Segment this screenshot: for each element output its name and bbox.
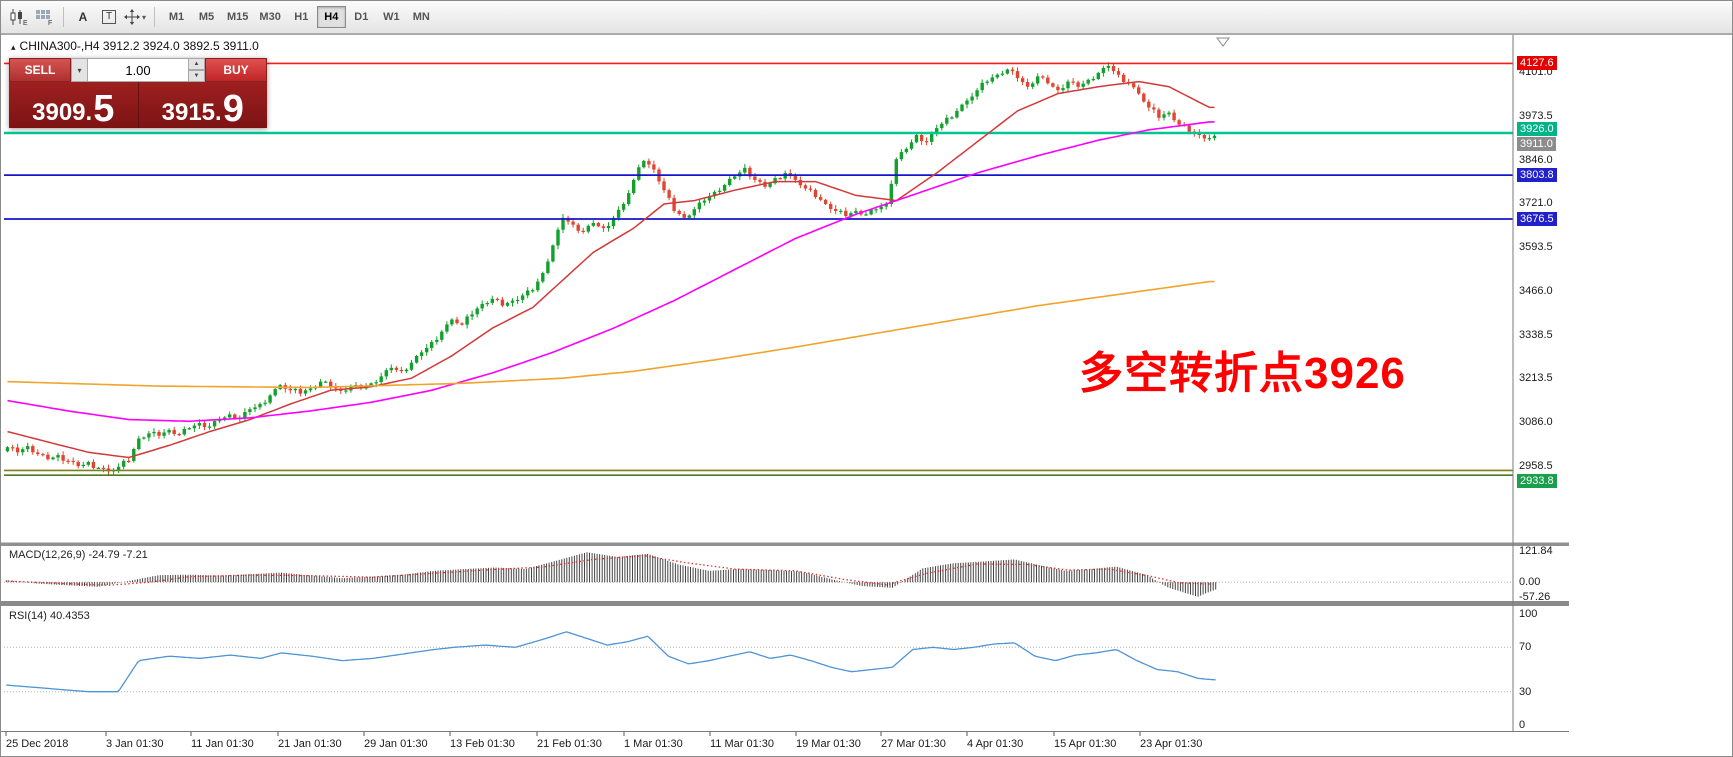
timeframe-button-group: M1 M5 M15 M30 H1 H4 D1 W1 MN [162, 6, 436, 28]
price-badge-2933.8: 2933.8 [1517, 474, 1557, 489]
toolbar-separator [154, 7, 156, 27]
timeframe-button-m1[interactable]: M1 [162, 6, 191, 28]
price-badge-3803.8: 3803.8 [1517, 168, 1557, 183]
price-axis-label: 3593.5 [1519, 240, 1553, 253]
volume-stepper: ▲ ▼ [189, 58, 205, 82]
price-axis-label: 3086.0 [1519, 415, 1553, 428]
price-axis-label: 3338.5 [1519, 328, 1553, 341]
macd-name: MACD(12,26,9) [9, 549, 86, 561]
timeframe-button-m15[interactable]: M15 [222, 6, 253, 28]
date-axis-label: 21 Feb 01:30 [537, 738, 602, 750]
price-axis-label: 3721.0 [1519, 196, 1553, 209]
one-click-trading-panel: SELL ▾ ▲ ▼ BUY 3909.5 3915.9 [9, 58, 267, 128]
buy-price-pip: 9 [222, 87, 244, 130]
date-axis-label: 11 Mar 01:30 [710, 738, 775, 750]
date-axis-label: 13 Feb 01:30 [450, 738, 515, 750]
svg-text:E: E [23, 20, 28, 26]
rsi-axis-label: 100 [1519, 608, 1538, 620]
date-axis-label: 25 Dec 2018 [6, 738, 69, 750]
macd-axis-label: 0.00 [1519, 576, 1541, 589]
price-axis-label: 3973.5 [1519, 109, 1553, 122]
timeframe-button-h1[interactable]: H1 [287, 6, 316, 28]
rsi-name: RSI(14) [9, 610, 47, 622]
date-axis-label: 1 Mar 01:30 [624, 738, 683, 750]
macd-axis-label: -57.26 [1519, 590, 1551, 603]
date-axis-label: 29 Jan 01:30 [364, 738, 428, 750]
subwindow-arrow-icon: ▴ [11, 42, 16, 52]
date-axis-label: 19 Mar 01:30 [796, 738, 861, 750]
price-axis-label: 3466.0 [1519, 284, 1553, 297]
date-axis-label: 15 Apr 01:30 [1054, 738, 1117, 750]
date-axis-label: 3 Jan 01:30 [106, 738, 164, 750]
volume-decrease-button[interactable]: ▼ [189, 70, 205, 82]
price-axis-label: 2958.5 [1519, 459, 1553, 472]
date-axis-label: 21 Jan 01:30 [278, 738, 342, 750]
date-axis-label: 11 Jan 01:30 [191, 738, 254, 750]
macd-label: MACD(12,26,9) -24.79 -7.21 [9, 549, 148, 561]
text-label-icon[interactable]: A [71, 5, 95, 29]
timeframe-button-w1[interactable]: W1 [377, 6, 406, 28]
rsi-label: RSI(14) 40.4353 [9, 610, 90, 622]
macd-axis-label: 121.84 [1519, 545, 1553, 558]
main-toolbar: E F A T ▾ M1 M5 M15 M30 H1 H4 D1 W1 MN [1, 1, 1732, 34]
date-axis-label: 23 Apr 01:30 [1140, 738, 1203, 750]
price-badge-3676.5: 3676.5 [1517, 212, 1557, 226]
rsi-axis-label: 70 [1519, 641, 1532, 654]
timeframe-button-h4[interactable]: H4 [316, 6, 346, 28]
price-axis-label: 3846.0 [1519, 153, 1553, 166]
crosshair-icon[interactable]: ▾ [123, 5, 147, 29]
date-axis-label: 4 Apr 01:30 [967, 738, 1024, 750]
price-badge-3911.0: 3911.0 [1517, 137, 1556, 152]
macd-values: -24.79 -7.21 [88, 549, 148, 561]
chart-title-text: CHINA300-,H4 3912.2 3924.0 3892.5 3911.0 [19, 39, 259, 53]
timeframe-button-mn[interactable]: MN [407, 6, 436, 28]
timeframe-button-m30[interactable]: M30 [254, 6, 285, 28]
sell-price-pip: 5 [93, 87, 115, 130]
sell-price-main: 3909. [32, 99, 93, 126]
buy-price-display[interactable]: 3915. 9 [138, 82, 267, 130]
rsi-axis-label: 30 [1519, 685, 1532, 698]
price-badge-3926.0: 3926.0 [1517, 121, 1557, 136]
text-box-icon[interactable]: T [97, 5, 121, 29]
timeframe-button-d1[interactable]: D1 [347, 6, 376, 28]
volume-increase-button[interactable]: ▲ [189, 58, 205, 70]
buy-button[interactable]: BUY [205, 58, 267, 82]
sell-price-display[interactable]: 3909. 5 [9, 82, 139, 128]
toolbar-separator [63, 7, 64, 27]
chart-title: ▴ CHINA300-,H4 3912.2 3924.0 3892.5 3911.… [11, 39, 259, 53]
sell-button[interactable]: SELL [9, 58, 71, 82]
price-badge-4127.6: 4127.6 [1517, 56, 1557, 71]
grid-icon[interactable]: F [32, 5, 56, 29]
candlestick-chart-icon[interactable]: E [6, 5, 30, 29]
svg-text:F: F [48, 20, 52, 26]
timeframe-button-m5[interactable]: M5 [192, 6, 221, 28]
rsi-axis-label: 0 [1519, 719, 1526, 731]
rsi-value: 40.4353 [49, 610, 90, 622]
volume-input[interactable] [88, 58, 189, 82]
price-axis-label: 3213.5 [1519, 371, 1553, 384]
buy-price-main: 3915. [161, 99, 222, 126]
dropdown-chevron-icon: ▾ [142, 12, 147, 22]
date-axis-label: 27 Mar 01:30 [881, 738, 946, 750]
chart-annotation: 多空转折点3926 [1079, 349, 1406, 398]
volume-dropdown-button[interactable]: ▾ [71, 58, 88, 82]
